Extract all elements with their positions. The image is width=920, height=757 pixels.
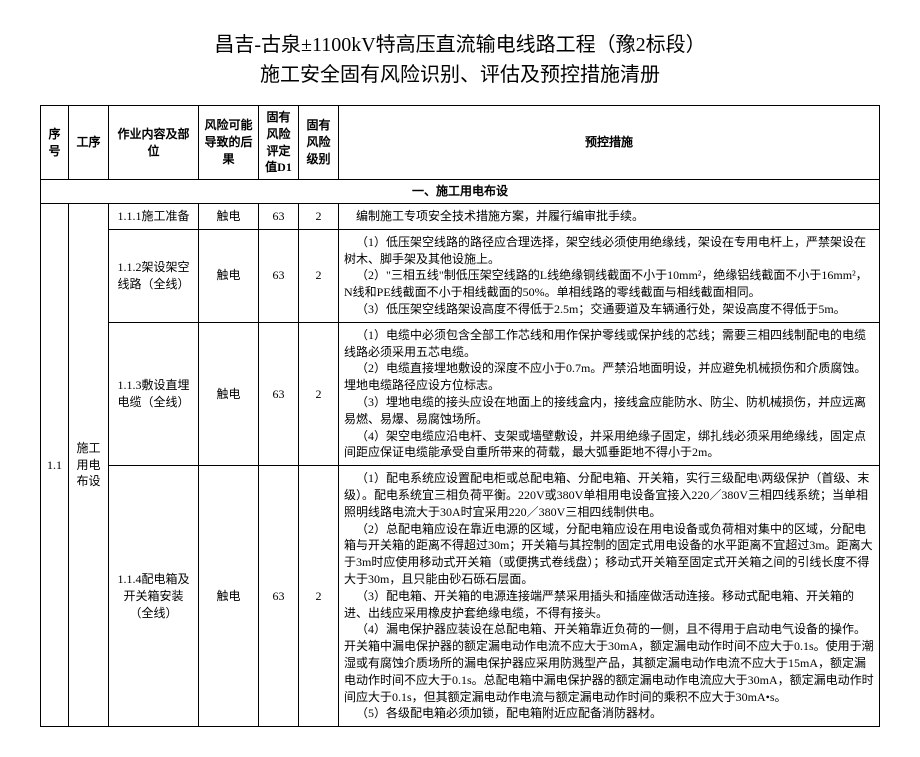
risk-table: 序号 工序 作业内容及部位 风险可能导致的后果 固有风险评定值D1 固有风险级别… bbox=[40, 105, 880, 727]
cell-d1: 63 bbox=[259, 322, 299, 465]
title-line-1: 昌吉-古泉±1100kV特高压直流输电线路工程（豫2标段） bbox=[40, 30, 880, 60]
measure-text: （2）总配电箱应设在靠近电源的区域，分配电箱应设在用电设备或负荷相对集中的区域，… bbox=[344, 521, 874, 588]
measure-text: （3）配电箱、开关箱的电源连接端严禁采用插头和插座做活动连接。移动式配电箱、开关… bbox=[344, 588, 874, 622]
cell-measures: （1）电缆中必须包含全部工作芯线和用作保护零线或保护线的芯线；需要三相四线制配电… bbox=[339, 322, 880, 465]
cell-d1: 63 bbox=[259, 466, 299, 727]
cell-jb: 2 bbox=[299, 322, 339, 465]
header-row: 序号 工序 作业内容及部位 风险可能导致的后果 固有风险评定值D1 固有风险级别… bbox=[41, 106, 880, 180]
section-title: 一、施工用电布设 bbox=[41, 180, 880, 204]
measure-text: （4）漏电保护器应装设在总配电箱、开关箱靠近负荷的一侧，且不得用于启动电气设备的… bbox=[344, 621, 874, 705]
measure-text: （1）配电系统应设置配电柜或总配电箱、分配电箱、开关箱，实行三级配电\两级保护（… bbox=[344, 470, 874, 520]
cell-d1: 63 bbox=[259, 203, 299, 229]
col-header-gx: 工序 bbox=[69, 106, 109, 180]
col-header-hg: 风险可能导致的后果 bbox=[199, 106, 259, 180]
cell-nrb: 1.1.3敷设直埋电缆（全线） bbox=[109, 322, 199, 465]
cell-hg: 触电 bbox=[199, 322, 259, 465]
title-line-2: 施工安全固有风险识别、评估及预控措施清册 bbox=[40, 60, 880, 90]
measure-text: （3）埋地电缆的接头应设在地面上的接线盒内，接线盒应能防水、防尘、防机械损伤，并… bbox=[344, 394, 874, 428]
cell-measures: （1）低压架空线路的路径应合理选择，架空线必须使用绝缘线，架设在专用电杆上，严禁… bbox=[339, 229, 880, 322]
cell-nrb: 1.1.1施工准备 bbox=[109, 203, 199, 229]
cell-jb: 2 bbox=[299, 466, 339, 727]
measure-text: （1）电缆中必须包含全部工作芯线和用作保护零线或保护线的芯线；需要三相四线制配电… bbox=[344, 327, 874, 361]
table-row: 1.1 施工用电布设 1.1.1施工准备 触电 63 2 编制施工专项安全技术措… bbox=[41, 203, 880, 229]
measure-text: （1）低压架空线路的路径应合理选择，架空线必须使用绝缘线，架设在专用电杆上，严禁… bbox=[344, 234, 874, 268]
cell-hg: 触电 bbox=[199, 466, 259, 727]
cell-d1: 63 bbox=[259, 229, 299, 322]
col-header-xh: 序号 bbox=[41, 106, 69, 180]
cell-gx: 施工用电布设 bbox=[69, 203, 109, 726]
cell-hg: 触电 bbox=[199, 203, 259, 229]
measure-text: （3）低压架空线路架设高度不得低于2.5m；交通要道及车辆通行处，架设高度不得低… bbox=[344, 301, 874, 318]
table-row: 1.1.3敷设直埋电缆（全线） 触电 63 2 （1）电缆中必须包含全部工作芯线… bbox=[41, 322, 880, 465]
measure-text: （4）架空电缆应沿电杆、支架或墙壁敷设，并采用绝缘子固定，绑扎线必须采用绝缘线，… bbox=[344, 428, 874, 462]
cell-nrb: 1.1.2架设架空线路（全线） bbox=[109, 229, 199, 322]
col-header-d1: 固有风险评定值D1 bbox=[259, 106, 299, 180]
table-row: 1.1.4配电箱及开关箱安装（全线） 触电 63 2 （1）配电系统应设置配电柜… bbox=[41, 466, 880, 727]
cell-nrb: 1.1.4配电箱及开关箱安装（全线） bbox=[109, 466, 199, 727]
cell-xh: 1.1 bbox=[41, 203, 69, 726]
section-row: 一、施工用电布设 bbox=[41, 180, 880, 204]
measure-text: （5）各级配电箱必须加锁，配电箱附近应配备消防器材。 bbox=[344, 705, 874, 722]
measure-text: （2）"三相五线"制低压架空线路的L线绝缘铜线截面不小于10mm²，绝缘铝线截面… bbox=[344, 267, 874, 301]
col-header-ykc: 预控措施 bbox=[339, 106, 880, 180]
cell-hg: 触电 bbox=[199, 229, 259, 322]
cell-jb: 2 bbox=[299, 229, 339, 322]
table-row: 1.1.2架设架空线路（全线） 触电 63 2 （1）低压架空线路的路径应合理选… bbox=[41, 229, 880, 322]
col-header-jb: 固有风险级别 bbox=[299, 106, 339, 180]
measure-text: 编制施工专项安全技术措施方案，并履行编审批手续。 bbox=[344, 208, 874, 225]
cell-measures: （1）配电系统应设置配电柜或总配电箱、分配电箱、开关箱，实行三级配电\两级保护（… bbox=[339, 466, 880, 727]
col-header-nrb: 作业内容及部位 bbox=[109, 106, 199, 180]
page-title: 昌吉-古泉±1100kV特高压直流输电线路工程（豫2标段） 施工安全固有风险识别… bbox=[40, 30, 880, 90]
cell-measures: 编制施工专项安全技术措施方案，并履行编审批手续。 bbox=[339, 203, 880, 229]
cell-jb: 2 bbox=[299, 203, 339, 229]
measure-text: （2）电缆直接埋地敷设的深度不应小于0.7m。严禁沿地面明设，并应避免机械损伤和… bbox=[344, 360, 874, 394]
